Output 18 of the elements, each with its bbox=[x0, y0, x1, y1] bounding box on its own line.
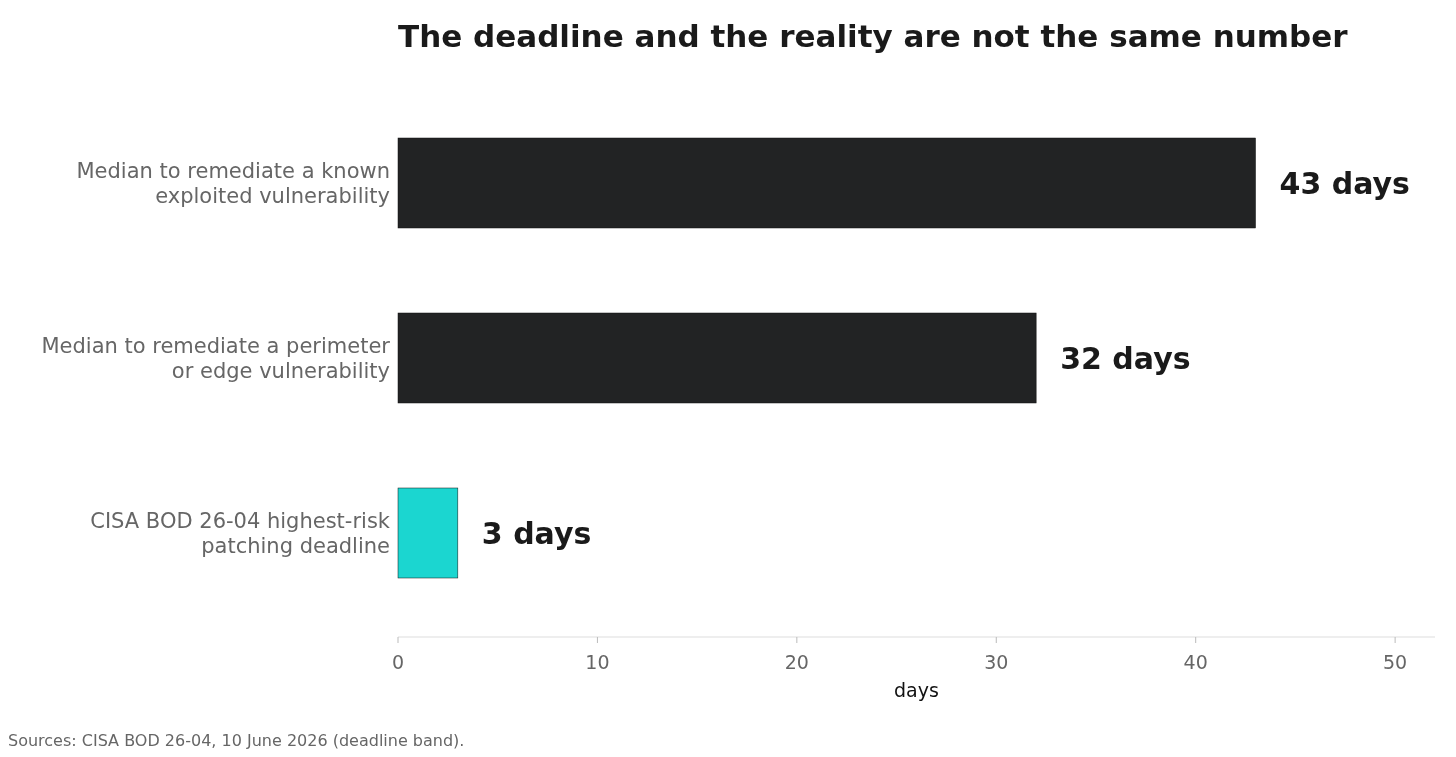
bar bbox=[397, 137, 1256, 229]
x-tick-label: 0 bbox=[391, 651, 405, 673]
x-tick-label: 50 bbox=[1383, 651, 1408, 673]
y-tick-label: Median to remediate a known exploited vulnerability bbox=[76, 158, 390, 208]
x-tick-label: 30 bbox=[984, 651, 1009, 673]
x-tick-label: 40 bbox=[1183, 651, 1208, 673]
y-tick-label: CISA BOD 26-04 highest-risk patching deadline bbox=[90, 508, 391, 558]
bar bbox=[397, 312, 1037, 404]
x-tick-label: 10 bbox=[585, 651, 610, 673]
y-tick-label: Median to remediate a perimeter or edge vulnerability bbox=[41, 333, 391, 383]
data-label: 32 days bbox=[1060, 341, 1191, 376]
x-axis-title: days bbox=[894, 679, 939, 701]
chart-title: The deadline and the reality are not the same number bbox=[398, 18, 1349, 54]
bar bbox=[397, 487, 459, 579]
source-note: Sources: CISA BOD 26-04, 10 June 2026 (deadline band). bbox=[8, 731, 465, 750]
data-label: 3 days bbox=[481, 516, 592, 551]
x-tick-label: 20 bbox=[784, 651, 809, 673]
data-label: 43 days bbox=[1279, 166, 1410, 201]
